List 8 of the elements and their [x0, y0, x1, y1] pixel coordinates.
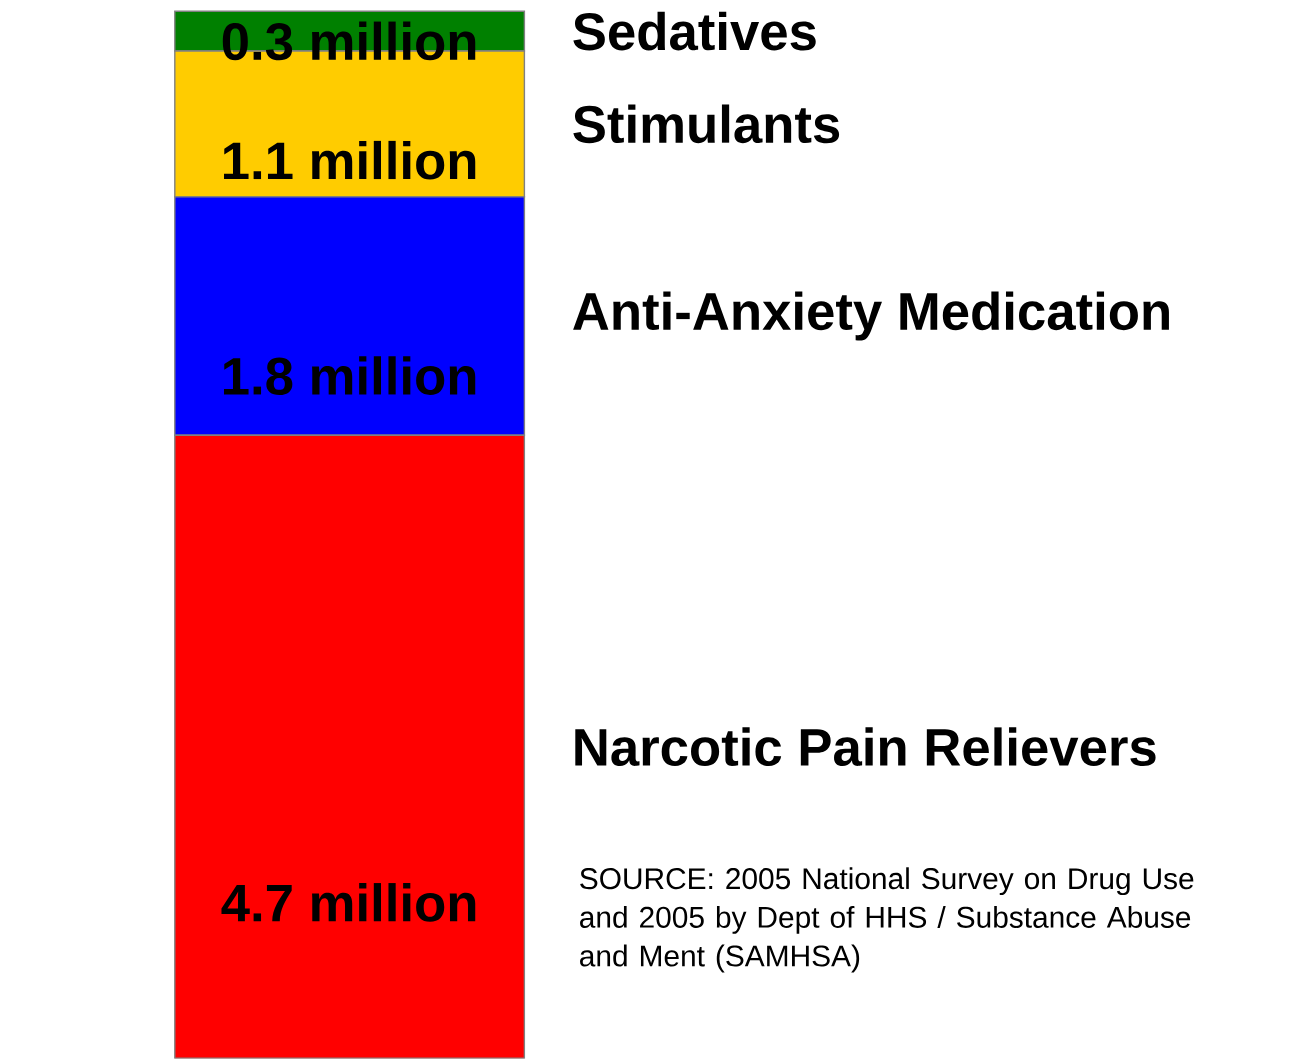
data-label: 1.8 million: [224, 356, 476, 395]
series-label: Sedatives: [573, 11, 816, 51]
data-label: 4.7 million: [221, 883, 476, 922]
source-note: SOURCE: 2005 National Survey on Drug Use and 2005 by Dept of HHS / Substance Abuse and Ment (SAMHSA): [580, 867, 1194, 973]
series-label: Narcotic Pain Relievers: [575, 727, 1156, 767]
data-label: 1.1 million: [224, 140, 476, 180]
series-label: Stimulants: [573, 104, 840, 144]
series-label: Anti-Anxiety Medication: [573, 291, 1169, 341]
